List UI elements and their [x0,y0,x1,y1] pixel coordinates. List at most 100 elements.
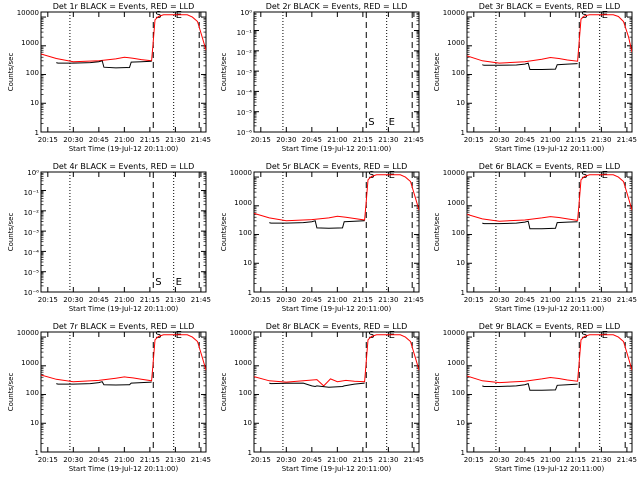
events-series-line [482,62,578,70]
y-tick-label: 100 [26,69,39,77]
x-tick-label: 20:15 [38,136,58,144]
y-axis-label: Counts/sec [220,213,228,252]
y-tick-label: 10000 [443,329,465,337]
x-tick-label: 20:45 [89,136,109,144]
y-axis-label: Counts/sec [7,53,15,92]
events-series-line [482,220,578,230]
x-tick-label: 21:15 [566,136,586,144]
detector-panel: Det 6r BLACK = Events, RED = LLD 1 10 100 10… [426,160,639,320]
x-axis-label: Start Time (19-Jul-12 20:11:00) [69,465,179,473]
events-series-line [269,220,365,229]
time-marker-label: E [389,170,395,181]
chart-svg: Det 9r BLACK = Events, RED = LLD 1 10 100 10… [433,322,637,473]
plot-frame [40,11,207,133]
y-axis-label: Counts/sec [433,53,441,92]
x-tick-label: 21:45 [617,456,637,464]
y-tick-label: 100 [452,389,465,397]
plot-frame [466,171,633,293]
y-axis-label: Counts/sec [220,373,228,412]
time-marker-label: E [176,10,182,21]
y-tick-label: 10⁻³ [237,69,253,77]
x-tick-label: 21:15 [140,136,160,144]
chart-title: Det 7r BLACK = Events, RED = LLD [53,322,195,331]
y-tick-label: 1 [461,289,465,297]
x-tick-label: 20:30 [276,136,296,144]
x-tick-label: 20:30 [63,136,83,144]
y-axis-label: Counts/sec [433,213,441,252]
x-tick-label: 21:15 [353,456,373,464]
x-tick-label: 20:45 [302,136,322,144]
plot-frame [253,171,420,293]
time-marker-label: E [389,330,395,341]
chart-svg: Det 5r BLACK = Events, RED = LLD 1 10 100 10… [220,162,424,313]
y-tick-label: 10⁰ [240,9,252,17]
time-marker-label: S [368,117,374,128]
y-tick-label: 10 [30,419,39,427]
x-tick-label: 21:15 [140,296,160,304]
x-tick-label: 21:15 [353,136,373,144]
detector-panel: Det 5r BLACK = Events, RED = LLD 1 10 100 10… [213,160,426,320]
lld-series-line [254,334,419,387]
chart-svg: Det 7r BLACK = Events, RED = LLD 1 10 100 10… [7,322,211,473]
lld-series-line [467,14,632,64]
y-axis-label: Counts/sec [7,213,15,252]
x-tick-label: 20:30 [489,456,509,464]
y-tick-label: 1000 [21,39,39,47]
y-tick-label: 10⁻⁵ [24,269,40,277]
x-tick-label: 20:45 [302,456,322,464]
chart-title: Det 9r BLACK = Events, RED = LLD [479,322,621,331]
plot-frame [466,331,633,453]
chart-svg: Det 1r BLACK = Events, RED = LLD 1 10 100 10… [7,2,211,153]
y-tick-label: 100 [452,69,465,77]
x-tick-label: 20:45 [89,456,109,464]
x-tick-label: 21:00 [114,136,134,144]
events-series-line [269,382,365,388]
y-tick-label: 10⁻² [24,209,40,217]
x-tick-label: 21:45 [191,456,211,464]
y-tick-label: 10 [30,99,39,107]
plot-frame [253,331,420,453]
time-marker-label: S [368,330,374,341]
x-tick-label: 20:45 [515,296,535,304]
chart-svg: Det 4r BLACK = Events, RED = LLD 10⁻⁶ 10⁻⁵… [7,162,211,313]
y-tick-label: 10000 [443,169,465,177]
time-marker-label: E [602,170,608,181]
x-tick-label: 20:30 [489,296,509,304]
x-tick-label: 21:30 [591,136,611,144]
y-tick-label: 10000 [230,169,252,177]
x-axis-label: Start Time (19-Jul-12 20:11:00) [69,145,179,153]
y-tick-label: 10 [243,259,252,267]
time-marker-label: E [176,330,182,341]
x-tick-label: 20:45 [515,456,535,464]
time-marker-label: E [176,277,182,288]
y-tick-label: 1 [248,289,252,297]
time-marker-label: S [155,277,161,288]
y-axis-label: Counts/sec [7,373,15,412]
chart-svg: Det 6r BLACK = Events, RED = LLD 1 10 100 10… [433,162,637,313]
x-tick-label: 21:00 [540,456,560,464]
y-tick-label: 100 [239,229,252,237]
events-series-line [56,381,152,386]
y-tick-label: 10⁻³ [24,229,40,237]
chart-title: Det 8r BLACK = Events, RED = LLD [266,322,408,331]
y-tick-label: 10⁻¹ [237,29,253,37]
y-tick-label: 1000 [234,359,252,367]
y-tick-label: 10 [456,99,465,107]
x-tick-label: 20:15 [251,456,271,464]
chart-svg: Det 8r BLACK = Events, RED = LLD 1 10 100 10… [220,322,424,473]
y-tick-label: 100 [239,389,252,397]
y-tick-label: 10⁻⁶ [24,289,40,297]
events-series-line [482,382,578,391]
x-tick-label: 20:15 [38,296,58,304]
x-tick-label: 20:45 [89,296,109,304]
events-series-line [56,60,152,69]
x-tick-label: 21:00 [327,456,347,464]
x-tick-label: 21:45 [617,136,637,144]
detector-panel: Det 1r BLACK = Events, RED = LLD 1 10 100 10… [0,0,213,160]
lld-series-line [467,334,632,384]
y-axis-label: Counts/sec [433,373,441,412]
plot-frame [466,11,633,133]
x-tick-label: 21:30 [591,296,611,304]
y-tick-label: 1000 [21,359,39,367]
